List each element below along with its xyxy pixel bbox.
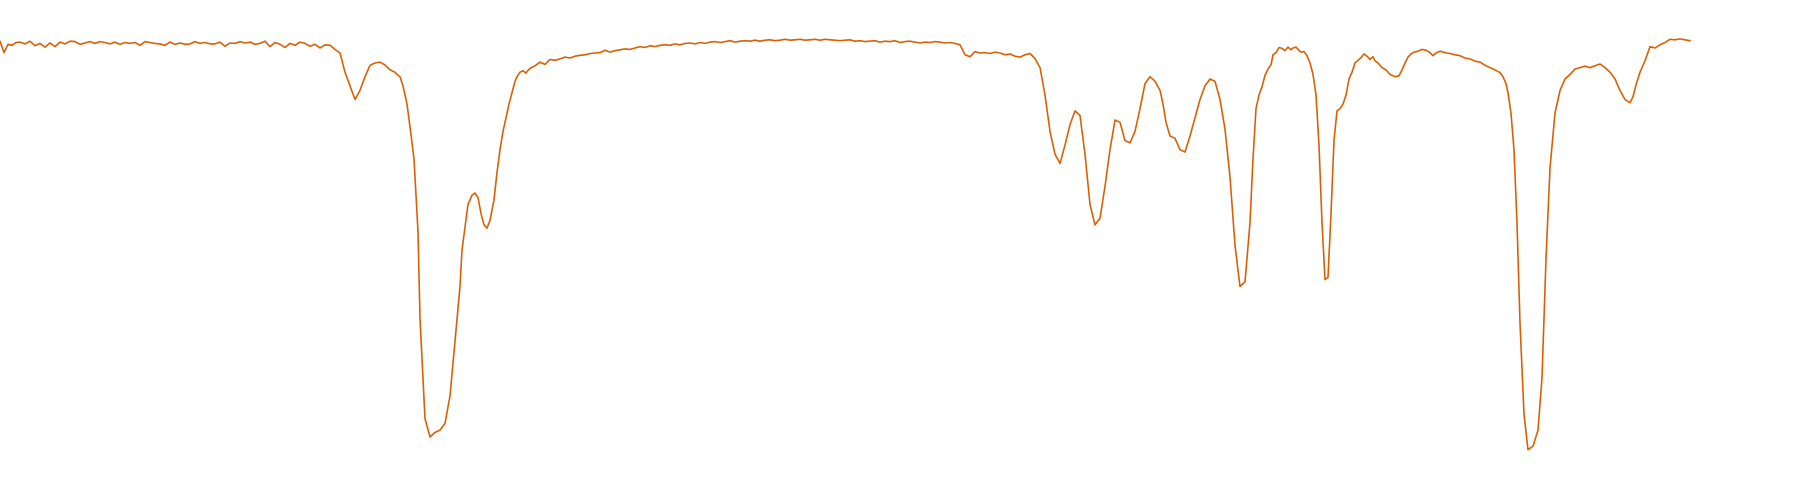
series-line-0 [0, 38, 1691, 451]
plot-area [0, 38, 1691, 451]
